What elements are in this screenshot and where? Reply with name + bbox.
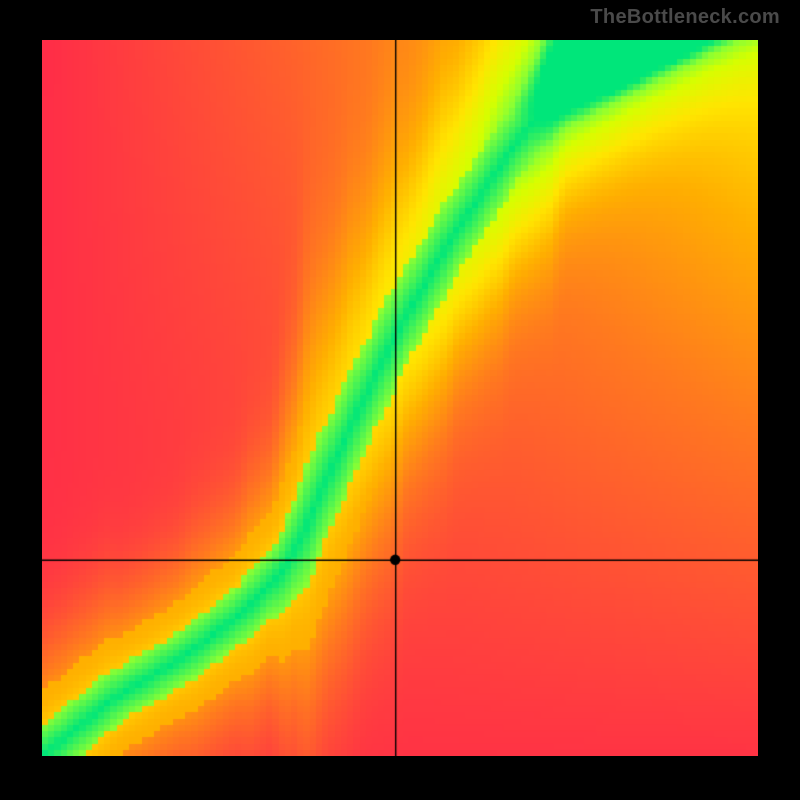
heatmap-plot — [42, 40, 758, 756]
figure-container: TheBottleneck.com — [0, 0, 800, 800]
heatmap-canvas — [42, 40, 758, 756]
watermark-text: TheBottleneck.com — [590, 6, 780, 29]
